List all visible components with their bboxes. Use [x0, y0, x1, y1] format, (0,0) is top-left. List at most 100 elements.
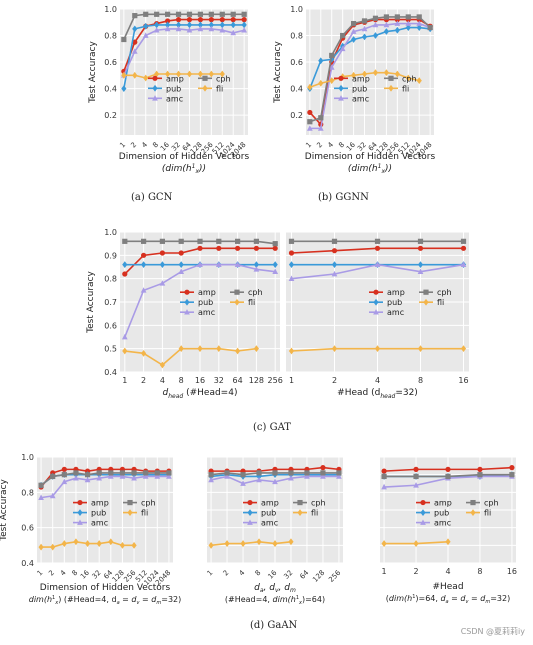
point-fli	[318, 79, 324, 87]
point-amc	[288, 475, 294, 481]
point-cph	[336, 470, 342, 476]
legend-label-pub: pub	[387, 298, 402, 307]
point-amc	[413, 482, 419, 488]
point-cph	[122, 238, 128, 244]
point-amc	[38, 494, 44, 500]
point-pub	[394, 26, 400, 34]
legend-marker-amp	[338, 75, 344, 81]
x-tick-label: 4	[160, 376, 165, 385]
point-amc	[460, 261, 467, 268]
point-cph	[288, 238, 295, 244]
point-amp	[307, 109, 313, 116]
series-line-fli	[123, 73, 223, 79]
point-amp	[197, 17, 204, 23]
point-cph	[253, 238, 259, 244]
legend-label-amp: amp	[261, 499, 279, 508]
point-amp	[186, 17, 193, 23]
point-pub	[164, 21, 171, 29]
point-amc	[142, 32, 149, 38]
legend-marker-fli	[388, 84, 394, 92]
x-tick-label: 1	[36, 569, 45, 578]
point-amc	[175, 25, 182, 32]
x-tick-label: 32	[91, 569, 103, 581]
y-tick-label: 0.9	[104, 251, 117, 260]
x-tick-label: 8	[179, 376, 184, 385]
point-amc	[288, 275, 295, 282]
point-cph	[131, 470, 137, 476]
point-fli	[178, 345, 184, 353]
x-tick-label: 256	[268, 376, 283, 385]
legend-marker-fli	[234, 298, 240, 306]
point-cph	[445, 473, 451, 480]
point-fli	[235, 347, 241, 355]
point-amc	[186, 27, 193, 33]
point-cph	[73, 470, 79, 476]
legend-marker-fli	[127, 509, 133, 516]
point-amc	[166, 473, 172, 479]
legend-label-pub: pub	[91, 509, 106, 518]
y-axis-label: Test Accuracy	[88, 40, 98, 103]
point-pub	[121, 85, 127, 92]
point-cph	[383, 14, 390, 20]
point-cph	[186, 11, 193, 17]
point-cph	[230, 11, 236, 17]
x-tick-label: 8	[418, 376, 423, 385]
point-amc	[119, 473, 126, 479]
point-cph	[224, 470, 230, 476]
legend-marker-cph	[127, 499, 133, 506]
point-amp	[241, 17, 247, 23]
x-tick-label: 16	[507, 567, 517, 576]
point-cph	[121, 36, 127, 43]
x-axis-label: Dimension of Hidden Vectors	[305, 152, 436, 162]
point-amc	[140, 287, 147, 293]
x-axis-label: Dimension of Hidden Vectors	[40, 583, 171, 593]
x-axis-label: #Head	[432, 582, 463, 592]
point-cph	[509, 472, 515, 478]
point-amp	[122, 271, 128, 277]
point-fli	[175, 70, 182, 78]
legend-marker-fli	[470, 509, 476, 516]
x-axis-label: #Head (dhead=32)	[337, 388, 418, 400]
point-fli	[96, 540, 102, 547]
legend-label-fli: fli	[402, 84, 409, 93]
point-cph	[50, 473, 56, 480]
point-cph	[256, 470, 262, 476]
legend-marker-amc	[247, 519, 253, 525]
y-tick-label: 0.8	[104, 275, 117, 284]
x-tick-label: 4	[238, 568, 247, 577]
series-line-amc	[40, 475, 169, 499]
legend-marker-fli	[423, 298, 429, 306]
series-line-fli	[210, 540, 292, 547]
y-tick-label: 0.7	[104, 298, 117, 307]
legend-label-amp: amp	[166, 74, 184, 83]
legend-label-amp: amp	[387, 288, 405, 297]
point-amp	[61, 466, 67, 472]
point-cph	[178, 238, 184, 244]
point-cph	[164, 11, 171, 17]
chart-gaan-dadvdm: 1 2 4 8 16 32 64 128 256 da, dv, dm(#Head=4, dim(…	[206, 456, 343, 606]
y-axis-label: Test Accuracy	[86, 270, 96, 333]
point-pub	[159, 261, 165, 269]
point-cph	[427, 24, 433, 31]
legend-label-amc: amc	[91, 519, 108, 528]
legend: amp cph pub fli amc	[369, 288, 452, 317]
point-cph	[208, 11, 214, 17]
x-tick-label: 128	[249, 376, 264, 385]
point-fli	[361, 70, 368, 78]
point-amc	[224, 473, 230, 479]
point-amc	[208, 476, 214, 483]
x-tick-label: 2	[413, 567, 418, 576]
legend-label-amc: amc	[166, 94, 183, 103]
point-amp	[320, 465, 326, 471]
point-amc	[131, 475, 137, 481]
point-fli	[372, 69, 379, 77]
point-cph	[272, 470, 278, 476]
y-axis-label: Test Accuracy	[273, 40, 283, 103]
x-tick-label: 2	[129, 141, 138, 150]
point-amc	[320, 473, 326, 479]
point-cph	[350, 20, 357, 27]
point-amp	[288, 250, 295, 256]
point-amc	[416, 20, 423, 26]
point-cph	[372, 15, 379, 21]
